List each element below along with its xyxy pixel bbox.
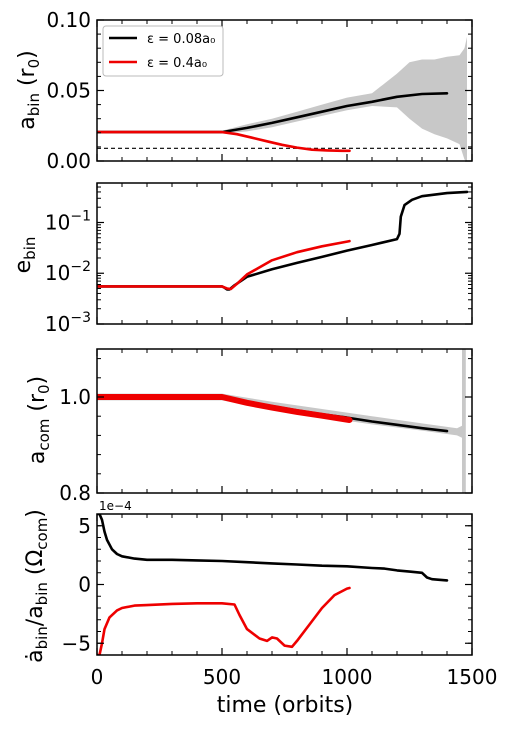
y-tick-label: −5: [62, 631, 91, 655]
panel-ebin-frame: [96, 182, 473, 325]
panel-acom-frame: [96, 348, 473, 494]
y-tick-label: 0.8: [59, 481, 91, 505]
series-line-red: [97, 586, 351, 655]
plot-area: [97, 349, 466, 493]
panel-acom-plot: [97, 349, 466, 493]
x-tick-label: 1000: [322, 665, 373, 689]
legend-label-red: ε = 0.4a₀: [147, 56, 207, 71]
legend-label-black: ε = 0.08a₀: [147, 32, 215, 47]
panel-adot-multiplier: 1e−4: [99, 499, 132, 513]
panel-adot-frame: [96, 513, 473, 656]
panel-acom-ylabel: acom (r0): [25, 376, 53, 464]
panel-adot-plot: [97, 514, 449, 655]
x-tick-label: 1500: [447, 665, 498, 689]
scatter-band: [97, 393, 462, 438]
series-line-red: [97, 130, 351, 153]
legend: ε = 0.08a₀ ε = 0.4a₀: [102, 25, 224, 77]
y-tick-label: 10−1: [45, 208, 91, 234]
x-axis-label: time (orbits): [217, 693, 354, 718]
y-tick-label: 10−2: [45, 259, 91, 285]
y-tick-label: 0.10: [46, 8, 91, 32]
series-line-red: [97, 394, 353, 423]
panel-abin-plot: [97, 36, 472, 161]
panel-adot-ylabel: ȧbin/abin (Ωcom): [23, 509, 51, 663]
panel-ebin-ylabel: ebin: [11, 237, 39, 274]
panel-abin-ylabel: abin (r0): [15, 50, 43, 129]
plot-area: [97, 36, 472, 161]
y-tick-label: 1.0: [59, 385, 91, 409]
panel-ebin: 10−3 10−2 10−1 ebin: [11, 182, 473, 336]
panel-adot: −5 0 5 1e−4 ȧbin/abin (Ωcom): [23, 499, 473, 663]
series-line-red: [97, 239, 351, 291]
series-line-black: [97, 190, 469, 291]
scatter-band-edge: [462, 349, 466, 493]
series-line-black: [97, 92, 449, 134]
x-tick-label: 500: [203, 665, 241, 689]
x-tick-label: 0: [91, 665, 104, 689]
plot-area: [97, 190, 469, 291]
panel-ebin-plot: [97, 190, 469, 291]
y-tick-label: 10−3: [45, 310, 91, 336]
panel-abin: 0.00 0.05 0.10 abin (r0) ε = 0.08a₀ ε = 0.…: [15, 8, 473, 173]
plot-area: [97, 514, 449, 655]
y-tick-label: 0: [78, 573, 91, 597]
series-line-black: [97, 514, 449, 582]
y-tick-label: 5: [78, 514, 91, 538]
panel-acom: 0.8 1.0 acom (r0): [25, 348, 473, 505]
scatter-band: [222, 36, 467, 161]
y-tick-label: 0.05: [46, 79, 91, 103]
y-tick-label: 0.00: [46, 149, 91, 173]
